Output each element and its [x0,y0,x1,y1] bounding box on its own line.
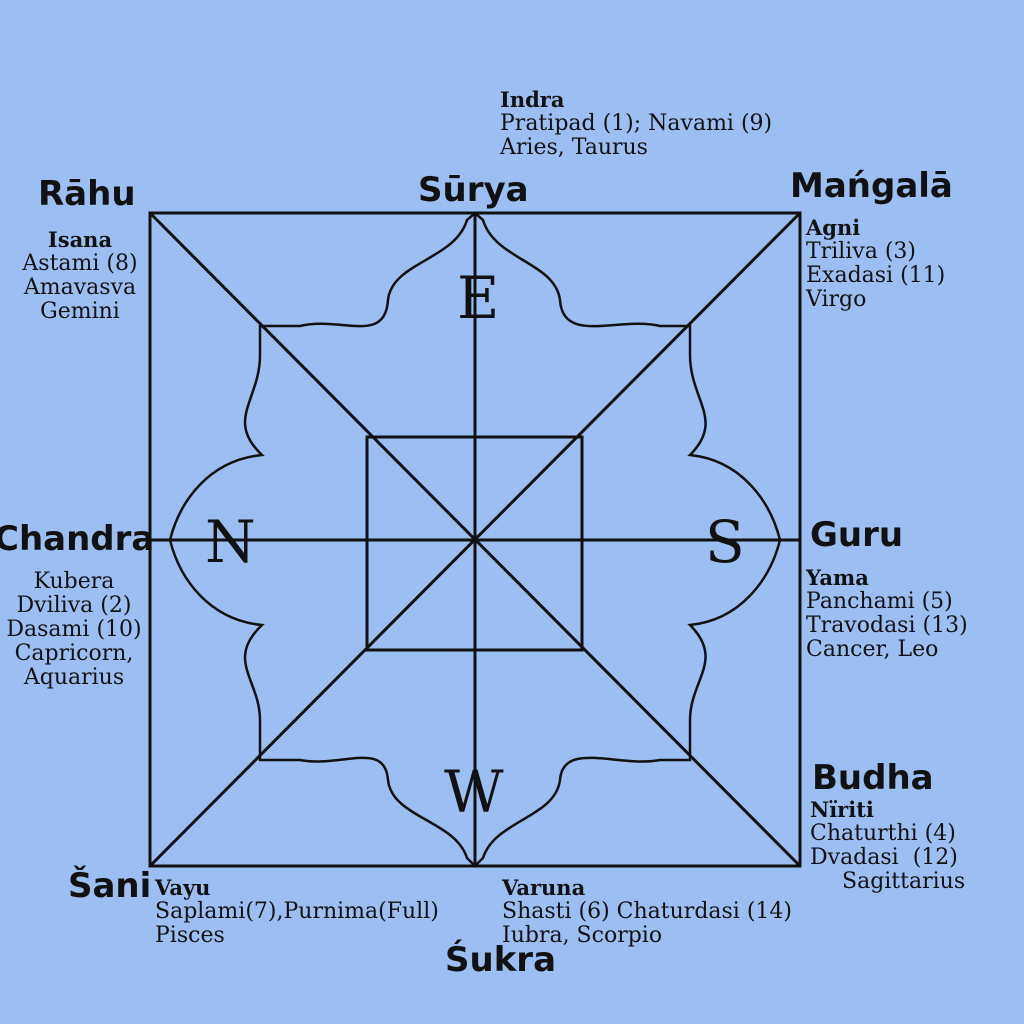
deity-varuna: Varuna [502,875,586,900]
info-line: Iubra, Scorpio [502,923,663,948]
planet-sani: Šani [68,866,152,906]
deity-indra: Indra [500,87,565,112]
info-line: Amavasva [23,275,137,300]
planet-sukra: Śukra [445,940,557,980]
direction-north: N [205,508,256,576]
block-left: Kubera Dviliva (2) Dasami (10) Capricorn… [0,570,148,690]
info-line: Triliva (3) [806,239,916,264]
direction-west: W [444,758,504,826]
block-right-info: Panchami (5) Travodasi (13) Cancer, Leo [806,590,968,662]
block-top: Indra Pratipad (1); Navami (9) Aries, Ta… [500,88,772,160]
planet-surya: Sūrya [418,170,529,210]
deity-isana: Isana [47,227,113,252]
block-left-info: Kubera Dviliva (2) Dasami (10) Capricorn… [0,570,148,690]
block-bottom-left: Vayu Saplami(7),Purnima(Full) Pisces [155,876,439,948]
info-line: Travodasi (13) [806,613,968,638]
planet-mangala: Mańgalā [790,166,953,206]
info-line: Aquarius [23,665,125,690]
block-bottom: Varuna Shasti (6) Chaturdasi (14) Iubra,… [502,876,792,948]
deity-agni: Agni [806,215,861,240]
planet-rahu: Rāhu [38,174,136,214]
planet-chandra: Chandra [0,519,155,559]
block-top-right-info: Triliva (3) Exadasi (11) Virgo [806,240,945,312]
info-line: Shasti (6) Chaturdasi (14) [502,899,792,924]
info-line: Exadasi (11) [806,263,946,288]
planet-budha: Budha [812,758,934,798]
block-top-right: Agni Triliva (3) Exadasi (11) Virgo [806,216,945,312]
block-top-info: Pratipad (1); Navami (9) Aries, Taurus [500,112,772,160]
direction-south: S [705,508,745,576]
info-line: Dviliva (2) [16,593,132,618]
deity-niriti: Nïriti [810,797,874,822]
block-bottom-left-info: Saplami(7),Purnima(Full) Pisces [155,900,439,948]
deity-yama: Yama [806,565,869,590]
info-line: Pisces [155,923,225,948]
planet-guru: Guru [810,515,904,555]
inner-square [365,435,584,652]
info-line: Aries, Taurus [500,135,648,160]
lotus-outline [168,211,782,868]
info-line: Virgo [806,287,867,312]
block-top-left-info: Astami (8) Amavasva Gemini [12,252,148,324]
info-line: Chaturthi (4) [810,821,956,846]
block-top-left: Isana Astami (8) Amavasva Gemini [12,228,148,324]
info-line: Panchami (5) [806,589,953,614]
block-bottom-right-info: Chaturthi (4) Dvadasi (12) Sagittarius [810,822,965,894]
info-line: Cancer, Leo [806,637,939,662]
deity-kubera: Kubera [33,569,115,594]
info-line: Capricorn, [14,641,134,666]
info-line: Astami (8) [22,251,138,276]
deity-vayu: Vayu [155,875,211,900]
block-bottom-info: Shasti (6) Chaturdasi (14) Iubra, Scorpi… [502,900,792,948]
info-line: Dvadasi (12) [810,845,958,870]
info-line: Gemini [40,299,120,324]
block-bottom-right: Nïriti Chaturthi (4) Dvadasi (12) Sagitt… [810,798,965,894]
block-right: Yama Panchami (5) Travodasi (13) Cancer,… [806,566,968,662]
info-line: Sagittarius [842,869,966,894]
info-line: Saplami(7),Purnima(Full) [155,899,439,924]
info-line: Dasami (10) [6,617,142,642]
info-line: Pratipad (1); Navami (9) [500,111,773,136]
direction-east: E [457,264,500,332]
